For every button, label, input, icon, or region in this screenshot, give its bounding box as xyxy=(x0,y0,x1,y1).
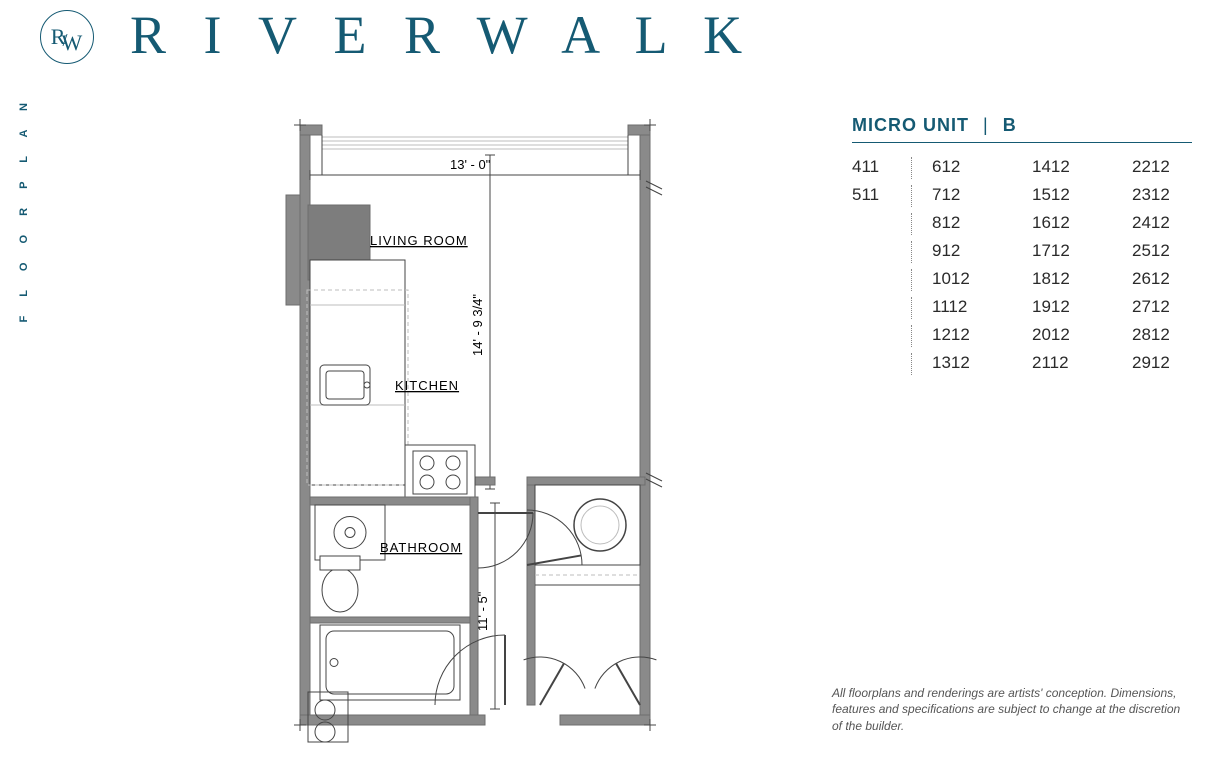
unit-number: 1012 xyxy=(932,269,1012,291)
unit-number: 812 xyxy=(932,213,1012,235)
brand-title: R I V E R W A L K xyxy=(130,4,754,66)
unit-number: 2512 xyxy=(1132,241,1212,263)
unit-number: 2912 xyxy=(1132,353,1212,375)
vertical-floorplan-label: F L O O R P L A N xyxy=(18,95,30,322)
unit-number: 1212 xyxy=(932,325,1012,347)
logo-w: W xyxy=(61,30,80,56)
pipe-icon: | xyxy=(983,115,989,135)
unit-number: 1112 xyxy=(932,297,1012,319)
unit-heading-b: B xyxy=(1003,115,1017,135)
unit-number: 2812 xyxy=(1132,325,1212,347)
unit-number xyxy=(852,213,912,235)
unit-number-grid: 4116121412221251171215122312812161224129… xyxy=(852,157,1192,375)
unit-number: 511 xyxy=(852,185,912,207)
unit-number xyxy=(852,269,912,291)
unit-number: 1712 xyxy=(1032,241,1112,263)
unit-number: 1412 xyxy=(1032,157,1112,179)
unit-number: 2212 xyxy=(1132,157,1212,179)
svg-text:LIVING ROOM: LIVING ROOM xyxy=(370,233,468,248)
unit-number xyxy=(852,297,912,319)
unit-number: 612 xyxy=(932,157,1012,179)
unit-number xyxy=(852,353,912,375)
unit-heading-a: MICRO UNIT xyxy=(852,115,969,135)
floor-plan: 13' - 0"14' - 9 3/4"11' - 5"LIVING ROOMK… xyxy=(260,105,700,745)
unit-number: 2412 xyxy=(1132,213,1212,235)
unit-number: 712 xyxy=(932,185,1012,207)
unit-number: 2012 xyxy=(1032,325,1112,347)
unit-number: 1312 xyxy=(932,353,1012,375)
unit-heading: MICRO UNIT | B xyxy=(852,115,1192,143)
svg-text:14' - 9 3/4": 14' - 9 3/4" xyxy=(470,294,485,356)
unit-number: 912 xyxy=(932,241,1012,263)
unit-number: 2312 xyxy=(1132,185,1212,207)
unit-number: 2612 xyxy=(1132,269,1212,291)
unit-number: 1612 xyxy=(1032,213,1112,235)
unit-number xyxy=(852,241,912,263)
svg-text:13' - 0": 13' - 0" xyxy=(450,157,491,172)
svg-text:BATHROOM: BATHROOM xyxy=(380,540,462,555)
unit-number: 411 xyxy=(852,157,912,179)
unit-panel: MICRO UNIT | B 4116121412221251171215122… xyxy=(852,115,1192,375)
svg-text:KITCHEN: KITCHEN xyxy=(395,378,459,393)
unit-number: 2712 xyxy=(1132,297,1212,319)
unit-number: 1512 xyxy=(1032,185,1112,207)
unit-number: 2112 xyxy=(1032,353,1112,375)
unit-number: 1912 xyxy=(1032,297,1112,319)
disclaimer-text: All floorplans and renderings are artist… xyxy=(832,685,1192,735)
unit-number: 1812 xyxy=(1032,269,1112,291)
floor-plan-svg: 13' - 0"14' - 9 3/4"11' - 5"LIVING ROOMK… xyxy=(260,105,700,745)
unit-number xyxy=(852,325,912,347)
logo-badge: R / W xyxy=(40,10,94,64)
